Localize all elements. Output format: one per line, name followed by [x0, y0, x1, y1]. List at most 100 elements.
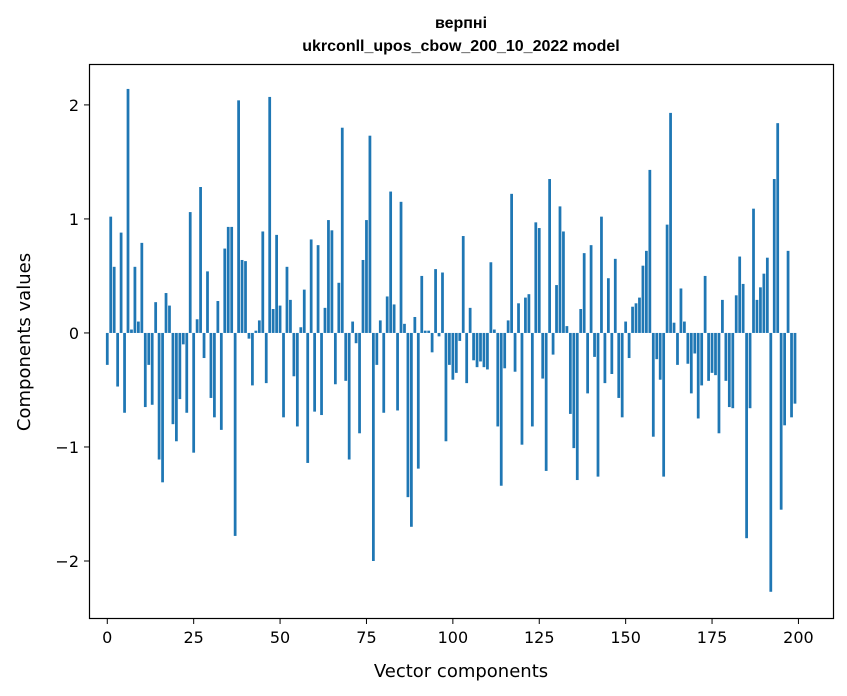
bar [544, 332, 548, 471]
bar [264, 332, 268, 384]
bar [392, 304, 396, 333]
bar [610, 332, 614, 374]
bar [423, 330, 427, 333]
x-tick-label: 0 [102, 628, 112, 647]
bar [320, 332, 323, 416]
bar [693, 332, 697, 354]
bar [617, 332, 621, 398]
bar [119, 232, 123, 333]
y-tick-label: −1 [55, 438, 79, 457]
bar [430, 332, 434, 353]
bar [458, 332, 462, 341]
bar [676, 332, 679, 365]
bar [596, 332, 600, 477]
bar [437, 332, 441, 337]
bar [741, 283, 745, 333]
bar [112, 266, 116, 333]
bar [762, 273, 766, 333]
bar [209, 332, 213, 398]
bar [137, 321, 140, 333]
bar [745, 332, 748, 539]
plot-frame [88, 63, 835, 620]
bar [551, 332, 555, 355]
bar [700, 332, 704, 386]
bar [568, 332, 572, 414]
bar [651, 332, 655, 437]
bar [579, 309, 583, 333]
bar [271, 309, 275, 333]
x-tick-label: 100 [438, 628, 469, 647]
bar [734, 295, 738, 333]
bar [354, 332, 358, 344]
bar [461, 236, 465, 333]
bar [710, 332, 714, 373]
bar [489, 262, 493, 333]
bar [506, 320, 510, 333]
bar [337, 282, 341, 333]
bar [582, 253, 586, 333]
bar [613, 258, 617, 333]
y-tick-label: 0 [69, 324, 79, 343]
bar [662, 332, 666, 477]
bar [333, 332, 337, 385]
y-axis-ticks: −2 −1 0 1 2 [55, 96, 90, 571]
bar [586, 332, 590, 394]
bar [261, 231, 265, 333]
bar [251, 332, 254, 386]
bar [530, 332, 534, 427]
bar [513, 332, 517, 372]
bar [527, 294, 531, 333]
y-tick-label: 1 [69, 210, 79, 229]
bar [403, 323, 406, 333]
bar [292, 332, 296, 377]
x-axis-label: Vector components [374, 661, 548, 682]
bar [185, 332, 189, 413]
bar [247, 332, 251, 339]
bar [627, 332, 631, 359]
bar [679, 288, 683, 333]
bar [631, 306, 634, 333]
bar [454, 332, 458, 373]
bar [499, 332, 503, 486]
bar [731, 332, 735, 409]
bar [534, 222, 538, 333]
x-tick-label: 150 [610, 628, 641, 647]
bar [368, 135, 372, 333]
bar [285, 266, 289, 333]
bar [482, 332, 486, 368]
bar [268, 96, 272, 333]
bar [275, 234, 278, 333]
bar [645, 250, 648, 333]
bar [105, 332, 109, 365]
bar [655, 332, 659, 360]
bar [378, 320, 382, 333]
x-tick-label: 50 [270, 628, 290, 647]
bar [548, 179, 551, 333]
bar [600, 216, 603, 333]
bar [475, 332, 479, 368]
bar [161, 332, 164, 483]
bar [575, 332, 579, 481]
bar [465, 332, 469, 384]
bar [714, 332, 717, 376]
bar [233, 332, 237, 536]
bar [230, 226, 234, 333]
bar [434, 269, 437, 333]
bar [510, 193, 513, 333]
bar [517, 303, 520, 333]
bar [302, 289, 306, 333]
bar [665, 224, 669, 333]
bar [486, 332, 489, 370]
bar [361, 259, 365, 333]
bar [420, 275, 424, 333]
x-axis-ticks: 0 25 50 75 100 125 150 175 200 [102, 618, 814, 647]
bar [216, 301, 220, 333]
bar [181, 332, 185, 345]
x-tick-label: 75 [356, 628, 376, 647]
bar [759, 287, 762, 333]
bar [257, 320, 261, 333]
bar [254, 330, 258, 333]
bar [213, 332, 216, 418]
bar [589, 245, 593, 333]
chart-subtitle: ukrconll_upos_cbow_200_10_2022 model [302, 38, 619, 55]
